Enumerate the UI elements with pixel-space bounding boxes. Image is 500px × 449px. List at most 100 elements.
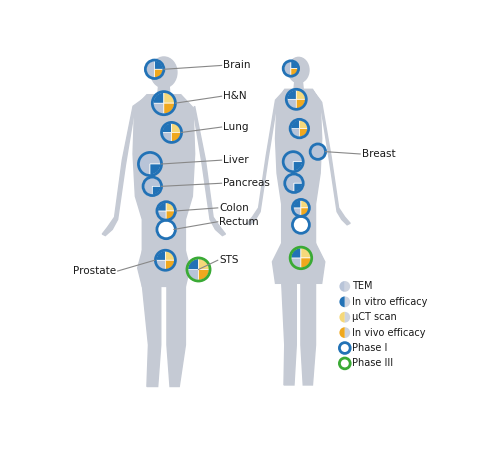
- Wedge shape: [286, 175, 302, 192]
- Text: μCT scan: μCT scan: [352, 312, 397, 322]
- Polygon shape: [158, 87, 170, 96]
- Wedge shape: [291, 258, 301, 268]
- Wedge shape: [153, 92, 164, 103]
- Wedge shape: [154, 69, 163, 78]
- Wedge shape: [152, 186, 161, 195]
- Text: Phase III: Phase III: [352, 358, 394, 369]
- Wedge shape: [340, 327, 345, 338]
- Wedge shape: [345, 281, 350, 292]
- Circle shape: [157, 220, 176, 239]
- Wedge shape: [294, 183, 302, 192]
- Text: H&N: H&N: [223, 91, 247, 101]
- Ellipse shape: [306, 146, 322, 158]
- Wedge shape: [198, 269, 209, 280]
- Wedge shape: [198, 259, 209, 269]
- Wedge shape: [164, 103, 174, 114]
- Wedge shape: [139, 153, 160, 175]
- Circle shape: [286, 89, 306, 109]
- Wedge shape: [291, 62, 298, 69]
- Wedge shape: [144, 178, 161, 195]
- Polygon shape: [133, 95, 194, 252]
- Circle shape: [283, 61, 298, 76]
- Wedge shape: [284, 62, 291, 76]
- Wedge shape: [158, 202, 166, 211]
- Wedge shape: [172, 132, 181, 142]
- Text: Lung: Lung: [223, 122, 248, 132]
- Polygon shape: [142, 285, 161, 387]
- Circle shape: [292, 199, 310, 216]
- Wedge shape: [293, 200, 301, 208]
- Text: In vivo efficacy: In vivo efficacy: [352, 328, 426, 338]
- Text: Prostate: Prostate: [73, 266, 116, 276]
- Wedge shape: [345, 312, 350, 323]
- Circle shape: [292, 216, 310, 233]
- Wedge shape: [188, 269, 198, 280]
- Circle shape: [162, 123, 182, 142]
- Polygon shape: [312, 90, 350, 225]
- Wedge shape: [287, 90, 296, 99]
- Wedge shape: [188, 259, 198, 269]
- Circle shape: [143, 177, 162, 196]
- Circle shape: [157, 202, 176, 220]
- Circle shape: [310, 144, 326, 159]
- Wedge shape: [300, 120, 308, 128]
- Wedge shape: [156, 251, 166, 260]
- Text: Brain: Brain: [223, 61, 250, 70]
- Polygon shape: [181, 96, 226, 236]
- Wedge shape: [296, 99, 306, 109]
- Wedge shape: [153, 103, 164, 114]
- Wedge shape: [345, 296, 350, 307]
- Wedge shape: [162, 123, 172, 132]
- Polygon shape: [167, 285, 186, 387]
- Circle shape: [283, 152, 303, 172]
- Wedge shape: [156, 260, 166, 269]
- Text: Phase I: Phase I: [352, 343, 388, 353]
- Polygon shape: [138, 251, 190, 286]
- Wedge shape: [166, 251, 174, 260]
- Wedge shape: [166, 260, 174, 269]
- Text: Rectum: Rectum: [220, 217, 259, 227]
- Wedge shape: [150, 164, 160, 175]
- Polygon shape: [272, 243, 325, 283]
- Circle shape: [138, 153, 162, 176]
- Wedge shape: [146, 61, 154, 78]
- Wedge shape: [301, 248, 311, 258]
- Circle shape: [152, 92, 176, 114]
- Ellipse shape: [151, 57, 177, 88]
- Circle shape: [290, 119, 308, 138]
- Wedge shape: [300, 128, 308, 137]
- Wedge shape: [340, 312, 345, 323]
- Text: TEM: TEM: [352, 282, 373, 291]
- Circle shape: [290, 247, 312, 269]
- Text: Liver: Liver: [223, 155, 249, 165]
- Wedge shape: [172, 123, 181, 132]
- Polygon shape: [301, 282, 316, 385]
- Polygon shape: [247, 90, 284, 225]
- Wedge shape: [345, 327, 350, 338]
- Wedge shape: [291, 69, 298, 76]
- Wedge shape: [291, 120, 300, 128]
- Wedge shape: [291, 128, 300, 137]
- Circle shape: [156, 250, 176, 270]
- Circle shape: [146, 60, 164, 79]
- Wedge shape: [340, 296, 345, 307]
- Text: Colon: Colon: [220, 203, 249, 213]
- Wedge shape: [293, 208, 301, 216]
- Wedge shape: [287, 99, 296, 109]
- Wedge shape: [301, 208, 309, 216]
- Polygon shape: [276, 89, 322, 245]
- Polygon shape: [282, 282, 296, 385]
- Wedge shape: [166, 211, 175, 220]
- Wedge shape: [164, 92, 174, 103]
- Polygon shape: [102, 96, 147, 236]
- Text: In vitro efficacy: In vitro efficacy: [352, 297, 428, 307]
- Ellipse shape: [288, 57, 309, 83]
- Wedge shape: [301, 200, 309, 208]
- Wedge shape: [340, 281, 345, 292]
- Wedge shape: [310, 145, 325, 159]
- Wedge shape: [293, 162, 302, 171]
- Text: Pancreas: Pancreas: [223, 178, 270, 188]
- Text: Breast: Breast: [362, 149, 396, 159]
- Polygon shape: [294, 82, 303, 89]
- Circle shape: [187, 258, 210, 281]
